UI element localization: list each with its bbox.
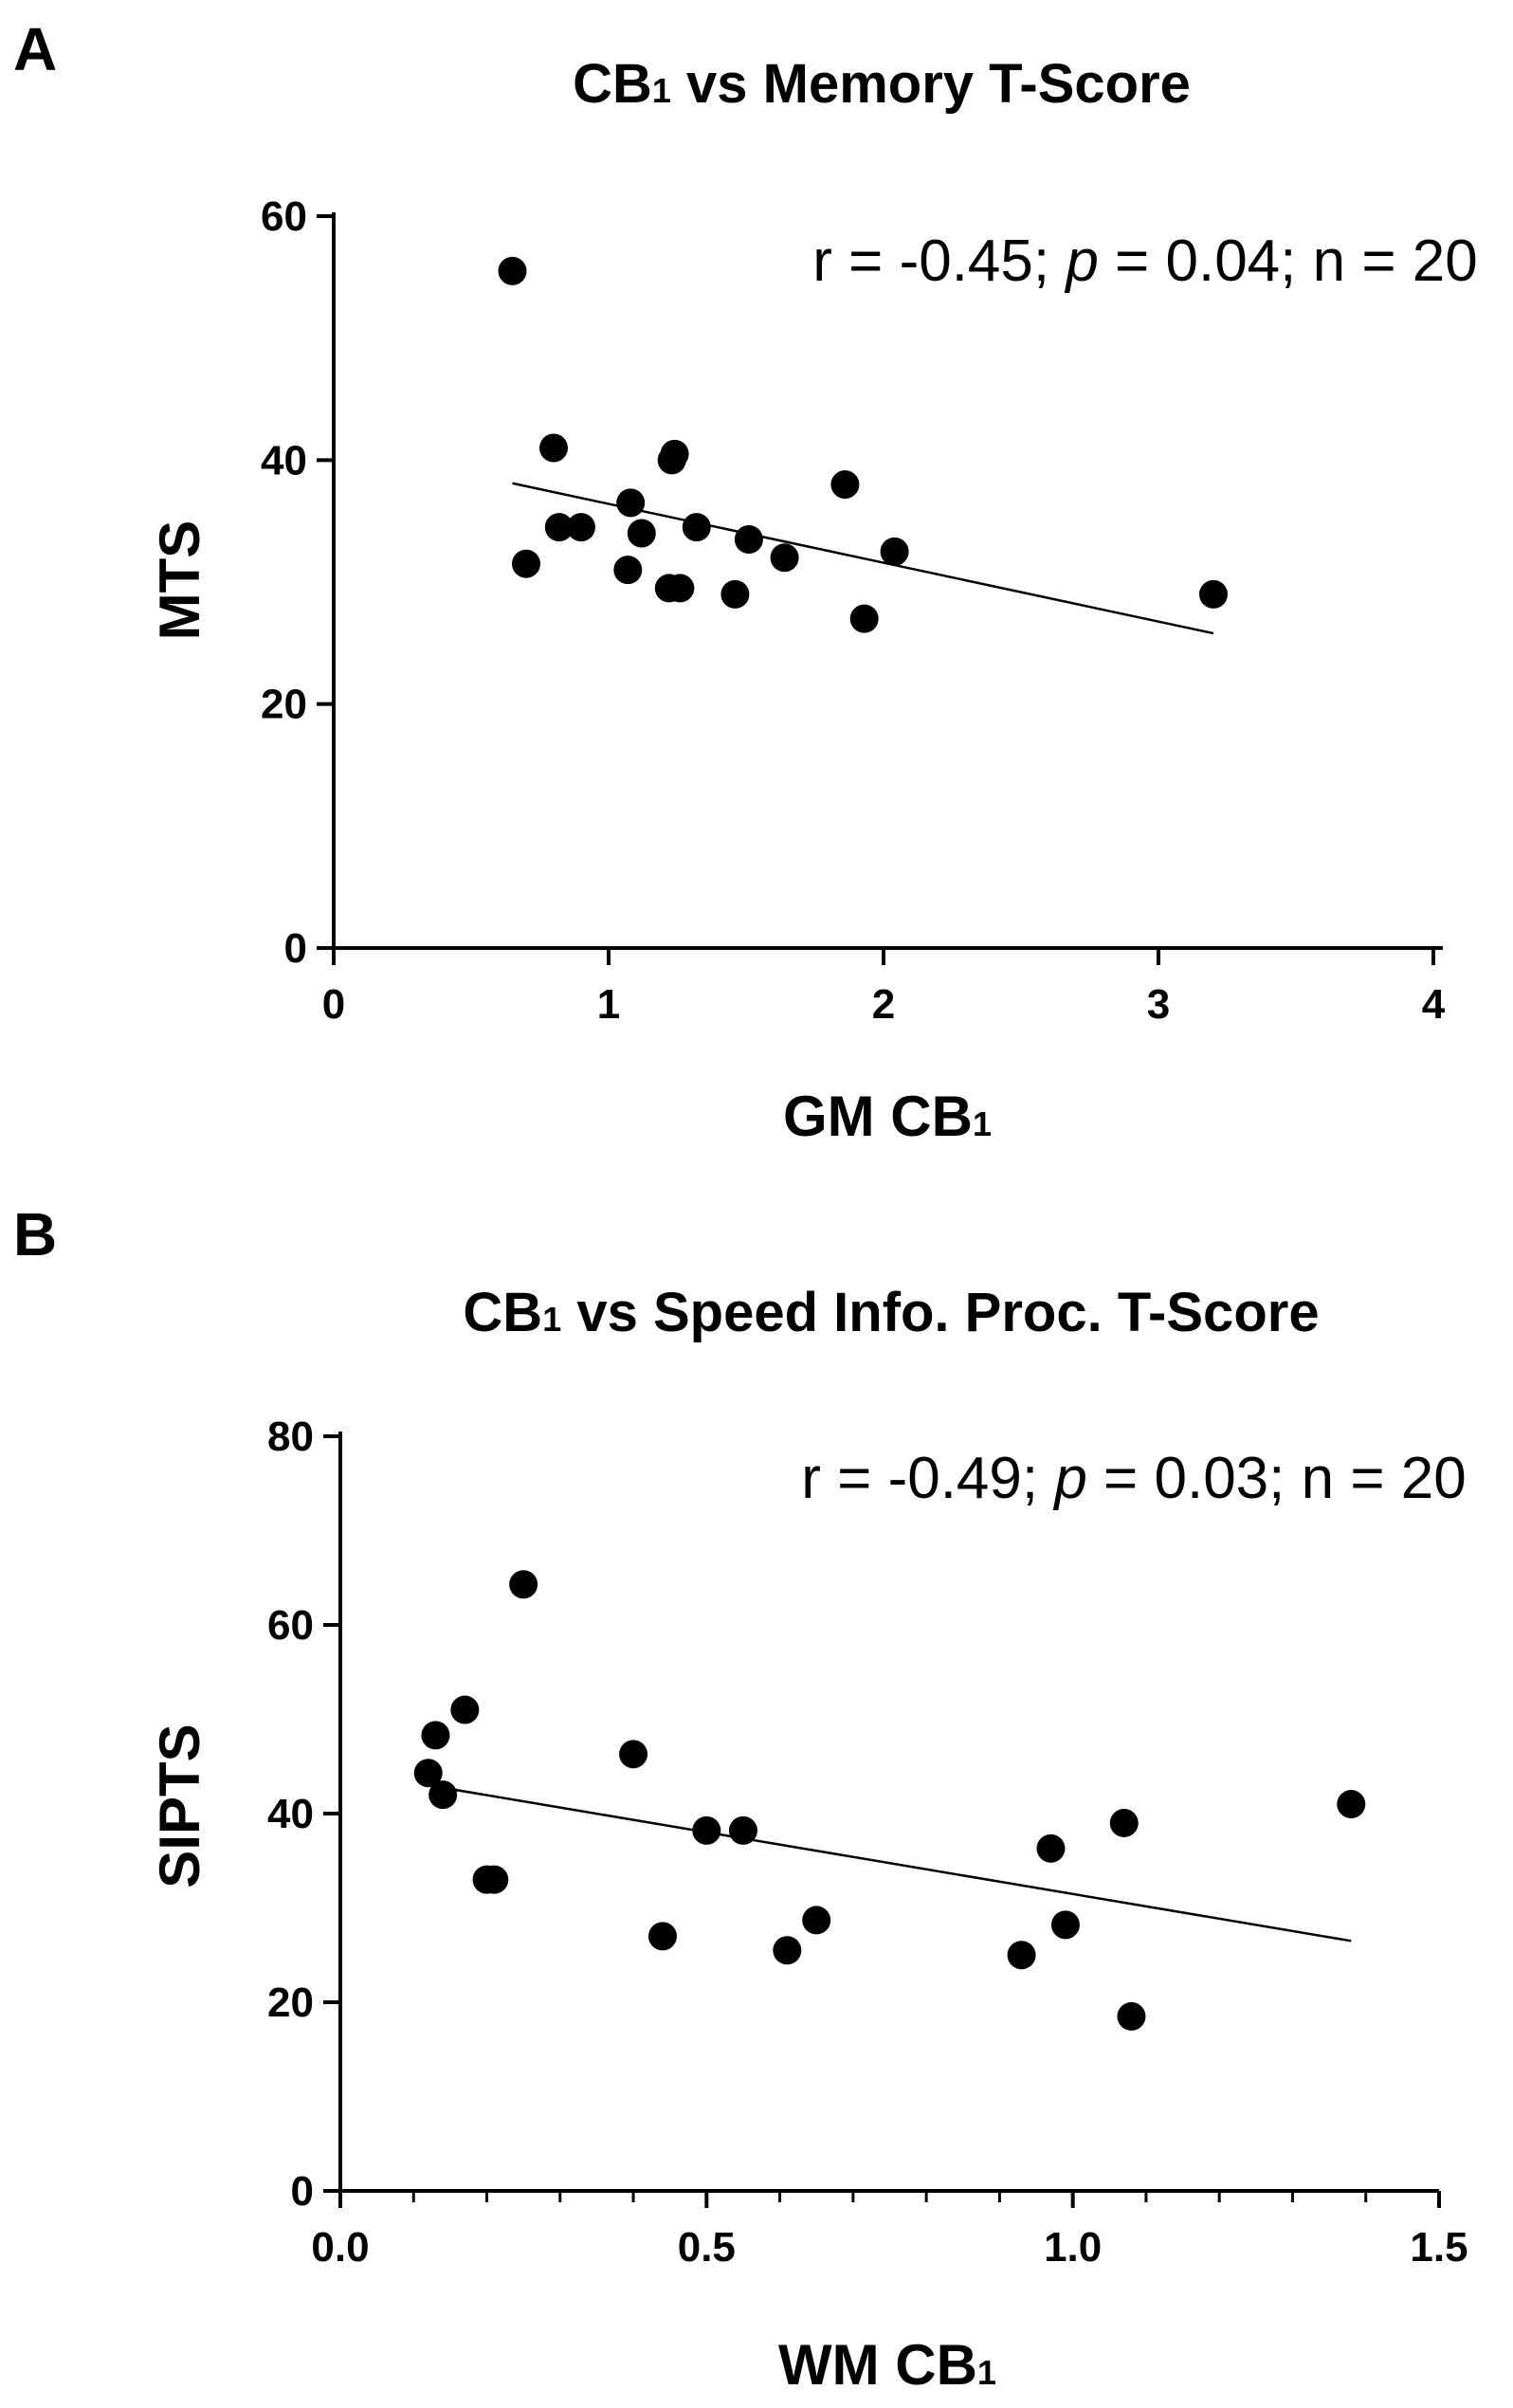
x-ticks-b: 0.0 0.5 1.0 1.5	[311, 2191, 1468, 2271]
x-ticks-a: 0 1 2 3 4	[322, 948, 1446, 1028]
data-point	[616, 488, 646, 518]
x-tick-label: 1.5	[1410, 2224, 1467, 2271]
y-tick-label: 60	[267, 1602, 314, 1649]
x-tick-label: 0.5	[678, 2224, 736, 2271]
data-point	[830, 470, 860, 500]
x-axis-label-b: WM CB1	[778, 2333, 996, 2397]
y-axis-label-a: MTS	[148, 520, 211, 641]
chart-title-a: CB1 vs Memory T-Score	[573, 53, 1191, 115]
x-tick-label: 1	[597, 981, 620, 1028]
data-point	[627, 519, 656, 548]
data-point	[660, 439, 689, 468]
panel-letter-a: A	[13, 15, 57, 83]
data-point	[1117, 2001, 1146, 2031]
data-point	[1199, 579, 1228, 609]
data-point	[692, 1815, 721, 1845]
data-point	[1036, 1833, 1066, 1863]
data-point	[567, 513, 595, 542]
data-point	[849, 604, 879, 633]
data-point	[509, 1570, 538, 1599]
data-points-a	[498, 256, 1228, 633]
data-point	[413, 1759, 443, 1788]
x-axis-label-a: GM CB1	[783, 1085, 992, 1148]
y-tick-label: 80	[267, 1414, 314, 1460]
data-point	[421, 1721, 450, 1750]
y-axis-label-b: SIPTS	[148, 1724, 211, 1888]
panel-b: B CB1 vs Speed Info. Proc. T-Score r = -…	[13, 1200, 1468, 2397]
data-point	[647, 1922, 677, 1951]
data-point	[728, 1815, 757, 1845]
data-point	[682, 513, 711, 542]
x-tick-label: 3	[1147, 981, 1170, 1028]
data-points-b	[413, 1570, 1366, 2031]
y-tick-label: 20	[261, 682, 307, 728]
data-point	[802, 1906, 831, 1935]
y-ticks-b: 0 20 40 60 80	[267, 1414, 340, 2215]
data-point	[1007, 1941, 1036, 1970]
data-point	[480, 1865, 509, 1894]
x-tick-label: 0.0	[311, 2224, 369, 2271]
data-point	[1050, 1910, 1080, 1940]
panel-letter-b: B	[13, 1200, 57, 1268]
chart-title-b: CB1 vs Speed Info. Proc. T-Score	[463, 1282, 1319, 1343]
y-tick-label: 0	[291, 2168, 314, 2215]
data-point	[613, 556, 643, 585]
stat-annotation-a: r = -0.45; p = 0.04; n = 20	[812, 228, 1477, 294]
y-tick-label: 20	[267, 1979, 314, 2026]
data-point	[544, 513, 574, 542]
data-point	[512, 549, 540, 578]
data-point	[450, 1695, 480, 1724]
data-point	[539, 433, 568, 463]
data-point	[1109, 1808, 1139, 1837]
y-tick-label: 40	[261, 437, 307, 483]
x-tick-label: 1.0	[1044, 2224, 1102, 2271]
data-point	[734, 524, 763, 554]
data-point	[428, 1780, 458, 1810]
x-tick-label: 0	[322, 981, 345, 1028]
x-tick-label: 2	[872, 981, 895, 1028]
y-tick-label: 40	[267, 1791, 314, 1837]
data-point	[1337, 1790, 1366, 1819]
data-point	[770, 543, 799, 573]
x-tick-label: 4	[1422, 981, 1446, 1028]
regression-line-b	[428, 1783, 1352, 1943]
data-point	[773, 1936, 802, 1965]
data-point	[880, 537, 909, 566]
y-tick-label: 60	[261, 193, 307, 240]
data-point	[665, 574, 695, 603]
data-point	[498, 256, 527, 285]
y-tick-label: 0	[284, 925, 307, 972]
panel-a: A CB1 vs Memory T-Score r = -0.45; p = 0…	[13, 15, 1478, 1148]
data-point	[720, 579, 750, 609]
data-point	[619, 1740, 648, 1769]
stat-annotation-b: r = -0.49; p = 0.03; n = 20	[801, 1446, 1466, 1511]
y-ticks-a: 0 20 40 60	[261, 193, 334, 972]
